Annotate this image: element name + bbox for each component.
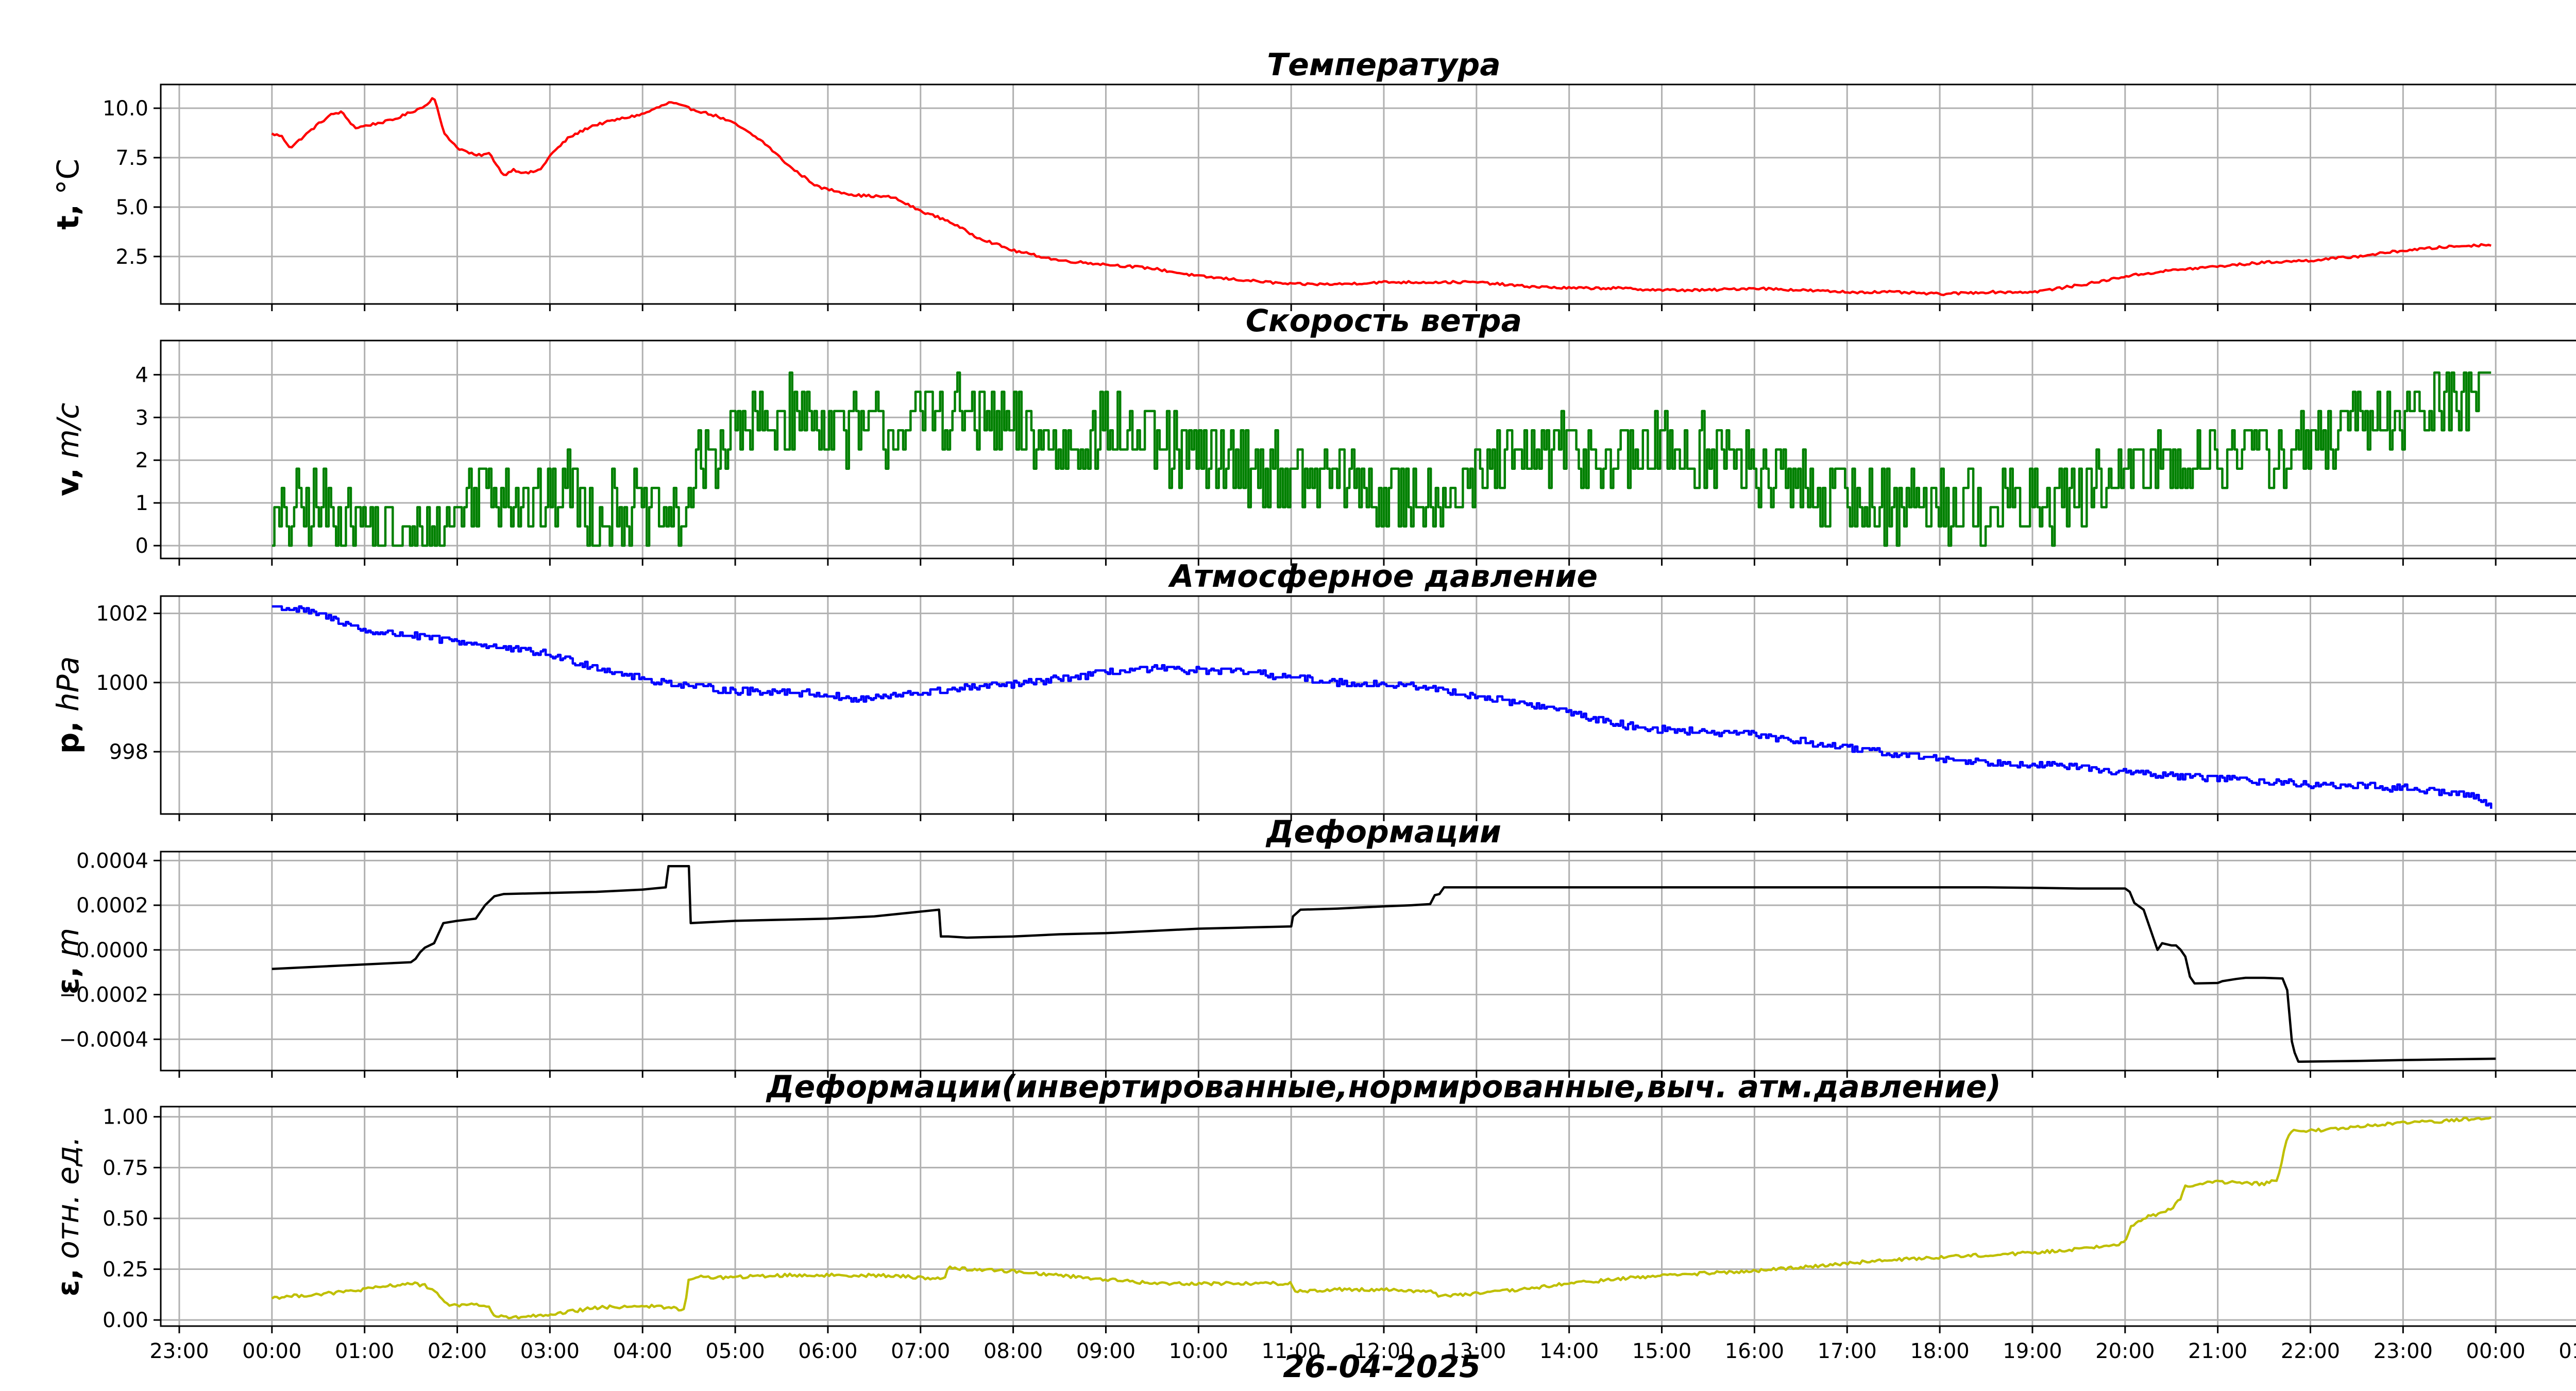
pressure-title: Атмосферное давление xyxy=(1168,558,1598,595)
temperature-ylabel: t, °C xyxy=(50,159,86,230)
normalized-deformation-series-line xyxy=(271,1116,2492,1320)
normalized-deformation-panel: Деформации(инвертированные,нормированные… xyxy=(50,1069,2576,1363)
xtick-label: 01:00 xyxy=(335,1339,394,1363)
wind-speed-ylabel: v, m/c xyxy=(50,403,86,497)
xtick-label: 07:00 xyxy=(891,1339,950,1363)
xtick-label: 20:00 xyxy=(2095,1339,2155,1363)
xtick-label: 04:00 xyxy=(613,1339,672,1363)
xtick-label: 13:00 xyxy=(1447,1339,1506,1363)
normalized-deformation-ylabel: ε, отн. ед. xyxy=(50,1136,86,1296)
xtick-label: 21:00 xyxy=(2188,1339,2247,1363)
normalized-deformation-grid xyxy=(161,1107,2576,1326)
normalized-deformation-title: Деформации(инвертированные,нормированные… xyxy=(766,1069,2001,1105)
deformation-panel: Деформации ε, m −0.0004 −0.0002 0.0000 0.00… xyxy=(50,814,2576,1078)
temperature-ytick-label: 5.0 xyxy=(115,196,148,219)
xtick-label: 03:00 xyxy=(520,1339,580,1363)
deformation-title: Деформации xyxy=(1265,814,1501,850)
deformation-ytick-label: 0.0004 xyxy=(76,849,148,873)
pressure-ytick-label: 998 xyxy=(109,740,148,764)
pressure-series-line xyxy=(272,605,2493,809)
x-axis-date-label: 26-04-2025 xyxy=(1283,1349,1481,1385)
deformation-ytick-label: 0.0002 xyxy=(76,894,148,918)
xtick-label: 00:00 xyxy=(2466,1339,2526,1363)
normalized-deformation-ytick-label: 0.50 xyxy=(103,1207,148,1231)
temperature-title: Температура xyxy=(1267,47,1501,83)
temperature-panel: Температура t, °C 2.5 5.0 7.5 10.0 xyxy=(50,47,2576,311)
normalized-deformation-ytick-label: 0.00 xyxy=(103,1309,148,1332)
pressure-ytick-label: 1000 xyxy=(96,671,148,695)
deformation-ylabel: ε, m xyxy=(50,928,86,994)
temperature-ylabel-unit: °C xyxy=(50,159,86,204)
xtick-label: 15:00 xyxy=(1632,1339,1691,1363)
xtick-label: 02:00 xyxy=(428,1339,487,1363)
deformation-ytick-label: −0.0002 xyxy=(59,983,148,1007)
wind-speed-ytick-label: 1 xyxy=(135,491,148,515)
xtick-label: 14:00 xyxy=(1539,1339,1599,1363)
wind-speed-title: Скорость ветра xyxy=(1246,303,1522,339)
wind-speed-ylabel-unit: m/c xyxy=(50,403,86,468)
xtick-label: 00:00 xyxy=(242,1339,301,1363)
wind-speed-ylabel-var: v, xyxy=(50,468,86,496)
wind-speed-ytick-label: 4 xyxy=(135,363,148,387)
xtick-label: 09:00 xyxy=(1076,1339,1136,1363)
pressure-panel: Атмосферное давление p, hPa 998 1000 1002 xyxy=(50,558,2576,821)
deformation-series-line xyxy=(272,864,2496,1063)
pressure-ylabel-var: p, xyxy=(50,721,86,754)
pressure-grid xyxy=(161,596,2576,814)
xtick-label: 18:00 xyxy=(1910,1339,1969,1363)
normalized-deformation-ylabel-var: ε, xyxy=(50,1268,86,1296)
temperature-series-line xyxy=(271,97,2492,296)
temperature-ylabel-var: t, xyxy=(50,204,86,230)
temperature-ytick-label: 7.5 xyxy=(115,146,148,170)
temperature-grid xyxy=(161,84,2576,304)
pressure-ylabel: p, hPa xyxy=(50,656,86,754)
wind-speed-ytick-label: 3 xyxy=(135,406,148,430)
xtick-label: 23:00 xyxy=(149,1339,209,1363)
xtick-label: 23:00 xyxy=(2374,1339,2433,1363)
xtick-label: 16:00 xyxy=(1725,1339,1784,1363)
wind-speed-ytick-label: 0 xyxy=(135,534,148,558)
temperature-ytick-label: 2.5 xyxy=(115,245,148,269)
deformation-ytick-label: −0.0004 xyxy=(59,1028,148,1051)
xtick-label: 06:00 xyxy=(798,1339,857,1363)
deformation-ylabel-unit: m xyxy=(50,928,86,966)
xtick-label: 22:00 xyxy=(2281,1339,2340,1363)
normalized-deformation-ylabel-unit: отн. ед. xyxy=(50,1136,86,1268)
normalized-deformation-ytick-label: 1.00 xyxy=(103,1106,148,1129)
xtick-label: 10:00 xyxy=(1169,1339,1228,1363)
xtick-label: 11:00 xyxy=(1262,1339,1321,1363)
xtick-label: 17:00 xyxy=(1818,1339,1877,1363)
normalized-deformation-ytick-label: 0.25 xyxy=(103,1258,148,1282)
xtick-label: 08:00 xyxy=(984,1339,1043,1363)
wind-speed-ytick-label: 2 xyxy=(135,449,148,472)
pressure-ytick-label: 1002 xyxy=(96,602,148,626)
xtick-label: 01:00 xyxy=(2558,1339,2576,1363)
temperature-ytick-label: 10.0 xyxy=(103,97,148,121)
xtick-label: 12:00 xyxy=(1354,1339,1413,1363)
wind-speed-series-line xyxy=(272,371,2492,547)
xtick-label: 05:00 xyxy=(705,1339,765,1363)
wind-speed-panel: Скорость ветра v, m/c 0 1 2 3 4 xyxy=(50,303,2576,566)
xtick-label: 19:00 xyxy=(2003,1339,2062,1363)
normalized-deformation-ytick-label: 0.75 xyxy=(103,1156,148,1180)
pressure-ylabel-unit: hPa xyxy=(50,656,86,721)
deformation-ytick-label: 0.0000 xyxy=(76,939,148,962)
deformation-ylabel-var: ε, xyxy=(50,966,86,994)
